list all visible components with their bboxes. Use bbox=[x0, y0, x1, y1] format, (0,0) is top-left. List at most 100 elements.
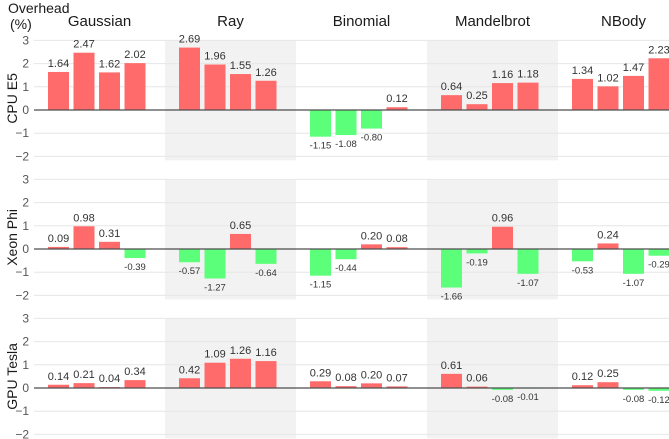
y-tick-label: −2 bbox=[15, 149, 29, 163]
bar bbox=[597, 382, 619, 388]
bar bbox=[492, 83, 513, 110]
bar bbox=[441, 249, 462, 288]
y-tick-label: 1 bbox=[22, 358, 29, 372]
bar bbox=[179, 378, 200, 388]
y-tick-label: 2 bbox=[22, 335, 29, 349]
y-tick-label: 0 bbox=[22, 242, 29, 256]
data-label: 0.61 bbox=[441, 360, 462, 372]
column-title-mandelbrot: Mandelbrot bbox=[455, 13, 531, 30]
data-label: 0.04 bbox=[99, 373, 120, 385]
data-label: -0.39 bbox=[124, 262, 146, 273]
bar bbox=[361, 383, 382, 388]
data-label: 1.96 bbox=[204, 51, 225, 63]
bar bbox=[572, 385, 593, 388]
data-label: 1.62 bbox=[99, 58, 120, 70]
data-label: 1.55 bbox=[230, 60, 251, 72]
bar bbox=[517, 82, 539, 110]
data-label: 0.08 bbox=[335, 372, 356, 384]
bar bbox=[623, 388, 644, 390]
bar bbox=[73, 226, 95, 249]
data-label: 2.47 bbox=[73, 39, 94, 51]
bar bbox=[466, 386, 488, 388]
bar bbox=[124, 249, 146, 259]
bar bbox=[48, 384, 69, 388]
data-label: -1.15 bbox=[310, 280, 332, 291]
data-label: -0.08 bbox=[623, 394, 645, 405]
row-label-cpu-e5: CPU E5 bbox=[4, 73, 20, 124]
data-label: 0.34 bbox=[124, 366, 145, 378]
data-label: -0.57 bbox=[179, 266, 201, 277]
data-label: 1.34 bbox=[572, 65, 593, 77]
column-title-ray: Ray bbox=[217, 13, 244, 30]
data-label: -1.08 bbox=[335, 139, 357, 150]
data-label: -1.27 bbox=[204, 282, 226, 293]
y-axis-title-line2: (%) bbox=[10, 16, 32, 32]
bar bbox=[310, 110, 331, 137]
y-tick-label: 0 bbox=[22, 381, 29, 395]
bar bbox=[99, 72, 120, 110]
y-tick-label: 3 bbox=[22, 172, 29, 186]
data-label: 0.12 bbox=[572, 371, 593, 383]
bar bbox=[597, 86, 619, 110]
row-label-xeon-phi: Xeon Phi bbox=[4, 209, 20, 266]
bar bbox=[361, 110, 382, 129]
bar bbox=[124, 380, 146, 388]
data-label: 2.69 bbox=[179, 34, 200, 46]
y-tick-label: 3 bbox=[22, 33, 29, 47]
row-label-gpu-tesla: GPU Tesla bbox=[4, 343, 20, 410]
bar bbox=[335, 386, 357, 388]
data-label: -0.64 bbox=[255, 268, 277, 279]
bar bbox=[73, 383, 95, 388]
data-label: 0.64 bbox=[441, 81, 462, 93]
bar bbox=[204, 64, 226, 110]
data-label: 0.07 bbox=[386, 372, 407, 384]
bar bbox=[99, 241, 120, 249]
data-label: 1.26 bbox=[255, 67, 276, 79]
y-tick-label: −1 bbox=[15, 265, 29, 279]
data-label: -0.19 bbox=[466, 257, 488, 268]
data-label: 1.16 bbox=[492, 69, 513, 81]
bar bbox=[335, 110, 357, 136]
data-label: 0.21 bbox=[73, 369, 94, 381]
data-label: 0.96 bbox=[492, 213, 513, 225]
bar bbox=[204, 362, 226, 388]
data-label: 1.47 bbox=[623, 62, 644, 74]
bar bbox=[230, 74, 251, 110]
bar bbox=[517, 249, 539, 274]
y-tick-label: 2 bbox=[22, 57, 29, 71]
bar bbox=[623, 75, 644, 110]
bar bbox=[310, 381, 331, 388]
bar bbox=[623, 249, 644, 274]
data-label: 0.25 bbox=[466, 90, 487, 102]
bar bbox=[572, 249, 593, 262]
data-label: 1.26 bbox=[230, 345, 251, 357]
bar bbox=[48, 71, 69, 110]
y-tick-label: −2 bbox=[15, 288, 29, 302]
column-title-gaussian: Gaussian bbox=[68, 13, 131, 30]
data-label: 0.09 bbox=[48, 233, 69, 245]
data-label: 0.20 bbox=[361, 369, 382, 381]
y-tick-label: 1 bbox=[22, 80, 29, 94]
bar bbox=[648, 58, 669, 110]
bar bbox=[597, 243, 619, 249]
bar bbox=[179, 47, 200, 110]
y-axis-title-line1: Overhead bbox=[8, 0, 69, 16]
y-tick-label: 1 bbox=[22, 219, 29, 233]
data-label: 1.18 bbox=[517, 69, 538, 81]
column-title-nbody: NBody bbox=[601, 13, 647, 30]
data-label: 0.25 bbox=[597, 368, 618, 380]
data-label: -0.01 bbox=[517, 392, 539, 403]
y-tick-label: −1 bbox=[15, 126, 29, 140]
bar bbox=[230, 358, 251, 388]
y-tick-label: −1 bbox=[15, 404, 29, 418]
bar bbox=[48, 246, 69, 249]
data-label: 0.08 bbox=[386, 233, 407, 245]
data-label: 0.98 bbox=[73, 212, 94, 224]
data-label: -0.29 bbox=[648, 260, 669, 271]
bar bbox=[386, 386, 408, 388]
data-label: 2.23 bbox=[648, 44, 669, 56]
bar bbox=[386, 247, 408, 249]
bar bbox=[572, 78, 593, 110]
data-label: 0.12 bbox=[386, 93, 407, 105]
